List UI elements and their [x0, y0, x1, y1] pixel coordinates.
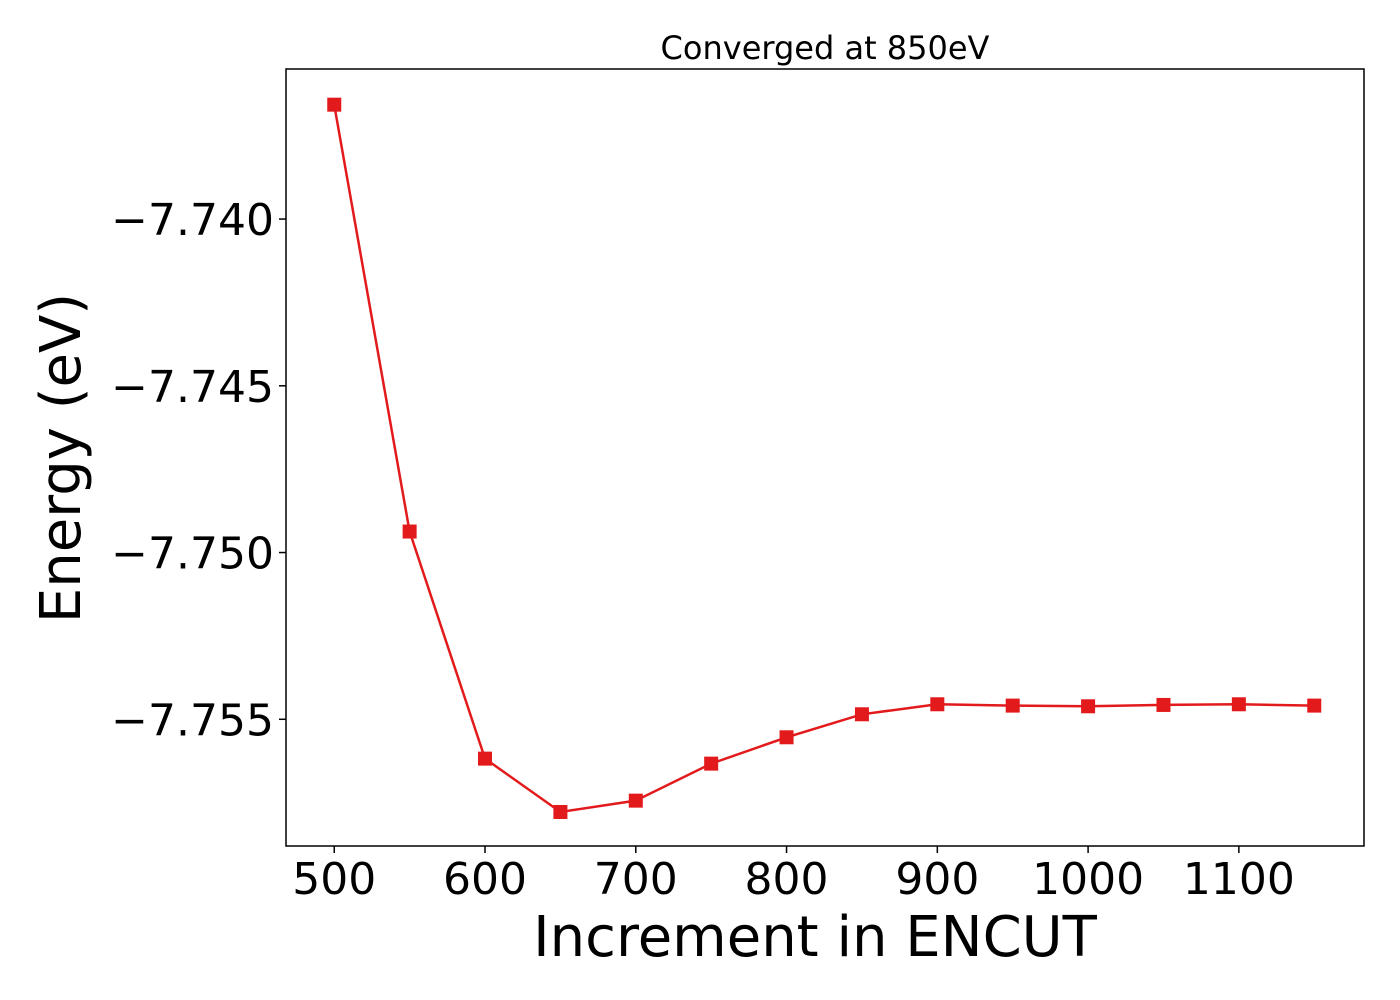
series-layer	[327, 97, 1322, 819]
data-point	[854, 707, 869, 722]
chart-title: Converged at 850eV	[661, 29, 990, 67]
y-axis: −7.740 −7.745 −7.750 −7.755	[111, 195, 286, 746]
y-tick-label: −7.740	[111, 195, 274, 246]
data-point	[402, 524, 417, 539]
y-tick-label: −7.755	[111, 695, 274, 746]
data-point	[327, 97, 342, 112]
series-line	[332, 104, 1315, 814]
data-point	[704, 756, 719, 771]
data-point	[1231, 697, 1246, 712]
x-tick-label: 1000	[1032, 854, 1144, 905]
x-tick-label: 1100	[1183, 854, 1295, 905]
data-point	[478, 751, 493, 766]
x-tick-label: 700	[594, 854, 678, 905]
x-tick-label: 600	[443, 854, 527, 905]
y-tick-label: −7.750	[111, 529, 274, 580]
x-tick-label: 500	[292, 854, 376, 905]
data-point	[1005, 698, 1020, 713]
x-axis: 500 600 700 800 900 1000 1100	[292, 846, 1295, 905]
x-axis-label: Increment in ENCUT	[533, 905, 1098, 970]
data-point	[628, 793, 643, 808]
y-tick-label: −7.745	[111, 362, 274, 413]
data-point	[553, 804, 568, 819]
data-point	[1156, 697, 1171, 712]
x-tick-label: 800	[745, 854, 829, 905]
data-point	[1307, 698, 1322, 713]
y-axis-label: Energy (eV)	[29, 293, 94, 623]
data-point	[930, 697, 945, 712]
data-point	[779, 730, 794, 745]
plot-frame	[285, 68, 1365, 847]
x-tick-label: 900	[895, 854, 979, 905]
data-point	[1081, 699, 1096, 714]
